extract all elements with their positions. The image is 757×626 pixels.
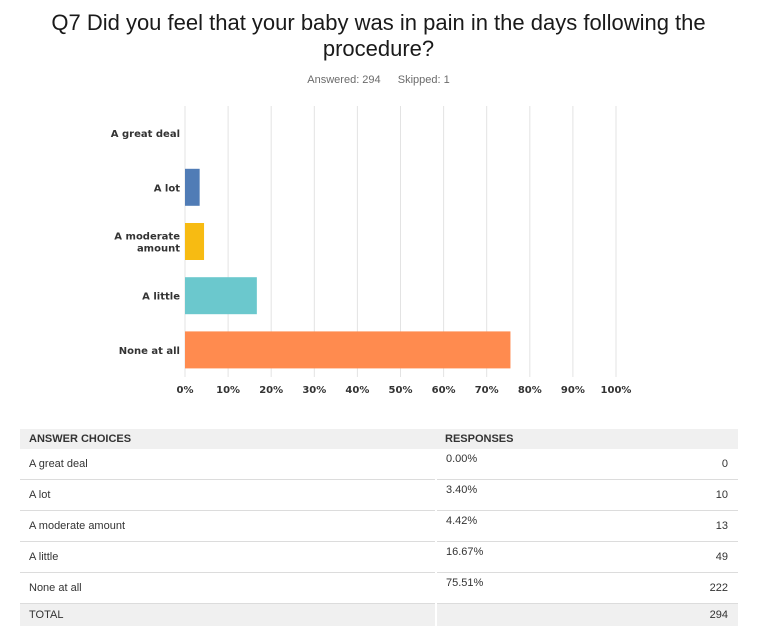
x-tick-label: 20%: [259, 385, 283, 396]
header-answer-choices: ANSWER CHOICES: [20, 429, 436, 449]
row-count: 222: [625, 573, 738, 604]
category-label: A little: [142, 292, 180, 303]
row-choice: None at all: [20, 573, 436, 604]
row-choice: A lot: [20, 480, 436, 511]
category-label: A lot: [154, 183, 181, 194]
response-summary: Answered: 294 Skipped: 1: [0, 74, 757, 86]
answered-count: Answered: 294: [307, 74, 380, 86]
row-percent: 0.00%: [436, 449, 625, 480]
answer-table: ANSWER CHOICES RESPONSES A great deal 0.…: [20, 429, 738, 626]
question-title: Q7 Did you feel that your baby was in pa…: [0, 10, 757, 62]
header-responses: RESPONSES: [436, 429, 738, 449]
x-tick-label: 30%: [302, 385, 326, 396]
table-row: A great deal 0.00% 0: [20, 449, 738, 480]
bar: [185, 169, 200, 206]
category-label: None at all: [119, 346, 180, 357]
x-tick-label: 50%: [389, 385, 413, 396]
table-header-row: ANSWER CHOICES RESPONSES: [20, 429, 738, 449]
bar: [185, 277, 257, 314]
table-row: A moderate amount 4.42% 13: [20, 511, 738, 542]
x-tick-label: 40%: [345, 385, 369, 396]
question-title-line-2: procedure?: [0, 36, 757, 62]
row-count: 49: [625, 542, 738, 573]
category-label: A great deal: [111, 129, 180, 140]
row-percent: 3.40%: [436, 480, 625, 511]
row-count: 10: [625, 480, 738, 511]
x-tick-label: 0%: [177, 385, 194, 396]
row-percent: 75.51%: [436, 573, 625, 604]
total-blank: [436, 604, 625, 626]
x-tick-label: 90%: [561, 385, 585, 396]
x-tick-label: 100%: [601, 385, 632, 396]
row-choice: A little: [20, 542, 436, 573]
row-count: 13: [625, 511, 738, 542]
total-count: 294: [625, 604, 738, 626]
bar: [185, 223, 204, 260]
skipped-count: Skipped: 1: [398, 74, 450, 86]
row-percent: 16.67%: [436, 542, 625, 573]
table-total-row: TOTAL 294: [20, 604, 738, 626]
bar-chart: 0% 10% 20% 30% 40% 50% 60% 70% 80% 90% 100% A great…: [0, 95, 757, 405]
bar: [185, 331, 510, 368]
total-label: TOTAL: [20, 604, 436, 626]
row-choice: A moderate amount: [20, 511, 436, 542]
row-percent: 4.42%: [436, 511, 625, 542]
row-choice: A great deal: [20, 449, 436, 480]
row-count: 0: [625, 449, 738, 480]
table-row: A little 16.67% 49: [20, 542, 738, 573]
x-tick-label: 80%: [518, 385, 542, 396]
question-title-line-1: Q7 Did you feel that your baby was in pa…: [0, 10, 757, 36]
x-tick-label: 10%: [216, 385, 240, 396]
x-tick-label: 60%: [432, 385, 456, 396]
x-tick-label: 70%: [475, 385, 499, 396]
table-row: A lot 3.40% 10: [20, 480, 738, 511]
table-row: None at all 75.51% 222: [20, 573, 738, 604]
